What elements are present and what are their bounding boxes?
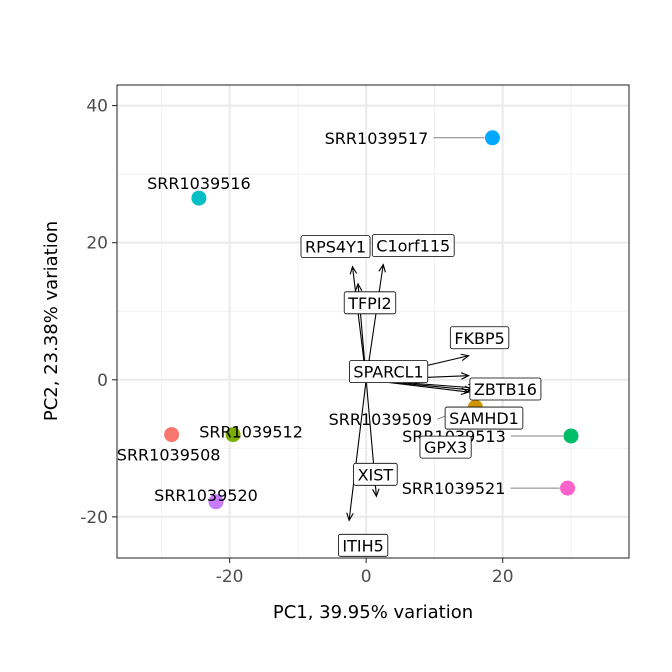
loading-label-box: [371, 234, 455, 258]
loading-label-gpx3: GPX3: [419, 435, 472, 459]
y-tick-label: 0: [97, 371, 108, 391]
sample-label-srr1039509: SRR1039509: [329, 410, 433, 429]
loading-label-text: ITIH5: [342, 536, 383, 555]
y-tick-label: -20: [80, 508, 108, 528]
loading-label-box: [353, 462, 398, 486]
loading-label-fkbp5: FKBP5: [449, 326, 510, 350]
point-srr1039520: [208, 494, 224, 510]
point-srr1039512: [225, 427, 241, 443]
loading-label-sparcl1: SPARCL1: [349, 360, 429, 384]
loading-label-text: C1orf115: [376, 237, 450, 256]
loading-arrowhead: [346, 512, 354, 522]
loading-label-itih5: ITIH5: [337, 533, 389, 557]
point-srr1039513: [563, 428, 579, 444]
loading-label-text: GPX3: [424, 438, 467, 457]
loading-label-box: [469, 377, 542, 401]
loading-label-box: [419, 435, 472, 459]
loading-labels: RPS4Y1 C1orf115 TFPI2 FKBP5 SPARCL1 ZBTB16 SAM…: [300, 234, 542, 557]
x-axis-title: PC1, 39.95% variation: [273, 602, 473, 623]
loading-label-rps4y1: RPS4Y1: [300, 235, 371, 259]
loading-label-box: [300, 235, 371, 259]
loading-arrowhead: [460, 353, 470, 362]
loading-label-box: [449, 326, 510, 350]
x-tick-label: -20: [216, 567, 244, 587]
point-srr1039517: [484, 130, 500, 146]
loading-label-text: SPARCL1: [353, 363, 423, 382]
loading-label-box: [349, 360, 429, 384]
y-tick-label: 40: [86, 97, 108, 117]
loading-label-text: FKBP5: [454, 329, 505, 348]
loading-label-text: SAMHD1: [449, 409, 519, 428]
loading-arrowhead: [354, 282, 363, 292]
point-srr1039508: [164, 427, 180, 443]
loading-label-text: TFPI2: [347, 294, 392, 313]
y-axis: -20 0 20 40: [80, 97, 117, 528]
loading-label-samhd1: SAMHD1: [444, 406, 524, 430]
loading-arrowhead: [460, 387, 470, 395]
loading-label-zbtb16: ZBTB16: [469, 377, 542, 401]
sample-label-srr1039521: SRR1039521: [402, 479, 506, 498]
x-axis: -20 0 20: [216, 558, 514, 587]
sample-label-srr1039520: SRR1039520: [154, 486, 258, 505]
loading-arrowhead: [349, 265, 358, 275]
sample-points: [164, 130, 579, 510]
y-tick-label: 20: [86, 234, 108, 254]
loading-arrowhead: [372, 488, 380, 498]
loading-arrowhead: [460, 372, 470, 380]
sample-label-srr1039516: SRR1039516: [147, 174, 251, 193]
loading-arrowhead: [378, 263, 386, 273]
loading-label-box: [337, 533, 389, 557]
loading-label-box: [343, 291, 397, 315]
loading-label-text: ZBTB16: [474, 380, 537, 399]
sample-label-srr1039517: SRR1039517: [325, 129, 429, 148]
loading-arrow-itih5: [348, 379, 367, 521]
loading-label-c1orf115: C1orf115: [371, 234, 455, 258]
plot-panel-border: [116, 84, 630, 559]
x-tick-label: 0: [361, 567, 372, 587]
sample-label-srr1039512: SRR1039512: [199, 423, 303, 442]
loading-label-box: [444, 406, 524, 430]
y-axis-title: PC2, 23.38% variation: [41, 221, 62, 421]
sample-label-srr1039508: SRR1039508: [117, 446, 221, 465]
loading-label-xist: XIST: [353, 462, 398, 486]
x-tick-label: 20: [492, 567, 514, 587]
major-gridlines: [117, 85, 629, 558]
loading-label-text: XIST: [358, 465, 394, 484]
point-srr1039521: [560, 480, 576, 496]
loading-label-tfpi2: TFPI2: [343, 291, 397, 315]
point-srr1039516: [191, 190, 207, 206]
loading-label-text: RPS4Y1: [305, 238, 366, 257]
